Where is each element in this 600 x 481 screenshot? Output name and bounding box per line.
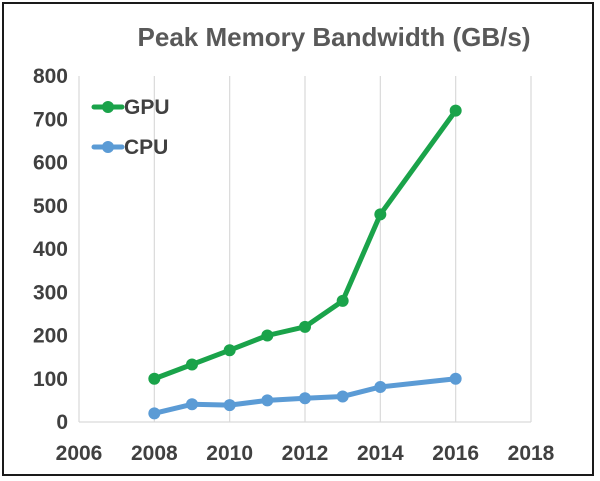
y-axis-ticks: 0 100 200 300 400 500 600 700 800 [33,65,68,434]
legend-item-gpu: GPU [91,96,170,119]
cpu-point [261,394,274,407]
cpu-point [148,407,161,420]
gpu-point [336,294,349,307]
y-tick-label: 300 [33,281,68,304]
gpu-point [148,372,161,385]
y-tick-label: 400 [33,238,68,261]
y-tick-label: 500 [33,195,68,218]
legend-swatch-marker [102,141,114,153]
gpu-line [151,108,459,382]
chart-title: Peak Memory Bandwidth (GB/s) [138,22,531,52]
legend: GPU CPU [91,96,170,159]
grid-layer [78,76,532,423]
gpu-point [261,329,274,342]
chart-canvas: Peak Memory Bandwidth (GB/s) 0 100 200 300 4… [33,22,555,465]
cpu-point [374,380,387,393]
x-tick-label: 2006 [56,442,103,465]
cpu-point [223,399,236,412]
legend-swatch-marker [102,101,114,113]
cpu-line [151,376,459,416]
y-tick-label: 0 [56,411,68,434]
gpu-point [449,104,462,117]
cpu-point [299,392,311,405]
y-tick-label: 100 [33,368,68,391]
gpu-point [186,358,198,371]
gpu-point [299,320,311,333]
legend-label-cpu: CPU [124,136,168,159]
series-layer [148,104,462,420]
cpu-point [449,372,462,385]
x-tick-label: 2012 [282,442,329,465]
x-tick-label: 2010 [206,442,253,465]
x-tick-label: 2016 [432,442,479,465]
y-tick-label: 600 [33,152,68,175]
x-axis-ticks: 2006 2008 2010 2012 2014 2016 2018 [56,442,555,465]
y-tick-label: 200 [33,325,68,348]
series-cpu [148,372,462,420]
y-tick-label: 800 [33,65,68,88]
cpu-point [186,398,198,411]
cpu-point [336,390,349,403]
legend-item-cpu: CPU [91,136,168,159]
gpu-point [223,344,236,357]
x-tick-label: 2014 [357,442,404,465]
gpu-point [374,208,387,221]
series-gpu [148,104,462,385]
legend-label-gpu: GPU [124,96,170,119]
chart-frame: Peak Memory Bandwidth (GB/s) 0 100 200 300 4… [2,2,594,476]
y-tick-label: 700 [33,108,68,131]
x-tick-label: 2018 [508,442,555,465]
x-tick-label: 2008 [131,442,178,465]
